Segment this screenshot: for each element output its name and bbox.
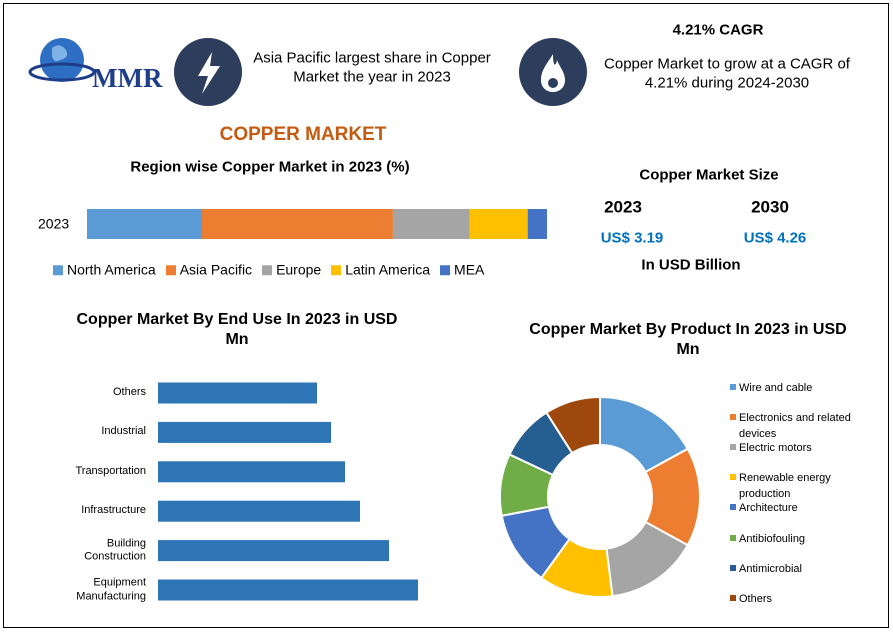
legend-swatch [262, 265, 273, 275]
size-title: Copper Market Size [639, 166, 779, 184]
bar-segment [87, 209, 202, 239]
legend-label: Architecture [739, 502, 798, 515]
donut-slice [545, 395, 601, 455]
legend-label: Wire and cable [739, 382, 813, 394]
border [3, 3, 889, 628]
bar [158, 540, 389, 562]
legend-swatch [730, 564, 736, 571]
legend-swatch [440, 265, 451, 275]
legend-swatch [730, 594, 736, 601]
legend-item: North America [53, 261, 156, 279]
bar-segment [469, 209, 528, 239]
y-tick-label: Industrial [101, 425, 146, 438]
legend-item: Europe [262, 261, 321, 279]
legend-label: Europe [276, 261, 322, 278]
size-year: 2023 [604, 197, 642, 217]
bar [158, 500, 360, 522]
legend-label: North America [67, 261, 156, 278]
y-tick-label: Building Construction [84, 536, 146, 563]
icon-flame [519, 38, 587, 106]
y-tick-label: Others [112, 386, 146, 399]
page-title: COPPER MARKET [219, 124, 387, 146]
legend-label: Latin America [345, 261, 431, 278]
legend-label: Asia Pacific [179, 261, 253, 278]
legend-item: Latin America [331, 261, 430, 279]
legend-swatch [53, 265, 63, 275]
legend-swatch [331, 265, 342, 275]
bar-segment [527, 209, 547, 239]
chart-title: Copper Market By End Use In 2023 in USD … [76, 311, 398, 348]
bar [158, 461, 345, 483]
y-tick-label: Transportation [75, 464, 146, 477]
legend-label: Electronics and related devices [739, 412, 851, 441]
chart-title: Copper Market By Product In 2023 in USD … [529, 321, 847, 358]
legend-label: Renewable energy production [739, 472, 831, 501]
legend-swatch [730, 474, 736, 481]
bar [158, 579, 418, 601]
bar-segment [202, 209, 393, 239]
fact-text: Asia Pacific largest share in Copper Mar… [253, 49, 491, 85]
logo-text: MMR [92, 63, 163, 93]
legend-label: Others [739, 592, 773, 605]
size-unit: In USD Billion [641, 256, 741, 274]
legend-swatch [165, 265, 176, 275]
chart-title: Region wise Copper Market in 2023 (%) [130, 158, 410, 176]
legend-label: Antimicrobial [739, 562, 802, 575]
legend-swatch [730, 504, 736, 511]
cagr-title: 4.21% CAGR [672, 21, 764, 39]
y-tick-label: Equipment Manufacturing [76, 576, 146, 602]
y-tick-label: Infrastructure [81, 504, 146, 517]
logo-globe [28, 38, 96, 82]
icon-lightning [174, 38, 242, 106]
y-tick-label: 2023 [38, 215, 70, 232]
legend-swatch [730, 444, 736, 451]
legend-label: Antibiofouling [739, 532, 806, 545]
legend: North America Asia Pacific Europe Latin Ame… [53, 261, 484, 279]
legend-label: MEA [454, 261, 485, 278]
legend-item: Asia Pacific [165, 261, 253, 279]
bar [158, 421, 331, 443]
bar-segment [392, 209, 470, 239]
legend-swatch [730, 384, 736, 390]
size-year: 2030 [751, 197, 789, 217]
legend-label: Electric motors [739, 442, 812, 455]
size-value: US$ 3.19 [600, 229, 664, 247]
legend-swatch [730, 534, 736, 541]
legend-item: MEA [440, 261, 484, 279]
legend-swatch [730, 414, 736, 421]
cagr-text: Copper Market to grow at a CAGR of 4.21%… [604, 55, 850, 91]
size-value: US$ 4.26 [743, 229, 807, 247]
bar [158, 382, 317, 404]
